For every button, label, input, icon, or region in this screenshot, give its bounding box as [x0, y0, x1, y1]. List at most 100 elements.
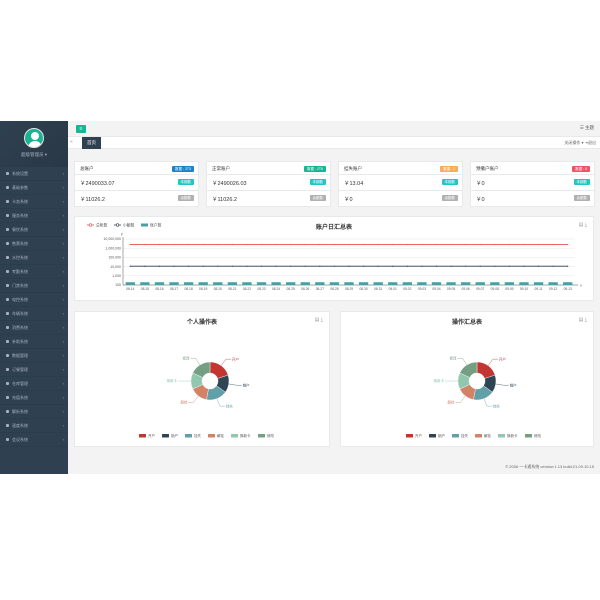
bar[interactable]	[344, 282, 354, 285]
data-point[interactable]	[494, 243, 496, 246]
data-point[interactable]	[246, 243, 248, 246]
data-point[interactable]	[465, 265, 467, 267]
data-point[interactable]	[508, 243, 510, 246]
legend-item[interactable]: 解挂	[475, 433, 492, 438]
data-point[interactable]	[406, 243, 408, 246]
data-point[interactable]	[304, 243, 306, 246]
menu-toggle-button[interactable]: ≡	[76, 125, 86, 133]
data-point[interactable]	[290, 243, 292, 246]
bar[interactable]	[402, 282, 412, 285]
data-point[interactable]	[333, 243, 336, 246]
data-point[interactable]	[567, 265, 569, 267]
legend-item[interactable]: 开户	[406, 433, 422, 438]
data-view-icon[interactable]: ▤	[578, 317, 584, 323]
sidebar-item[interactable]: 卡务系统 ‹	[0, 195, 68, 209]
legend-item[interactable]: 换新卡	[231, 433, 251, 438]
data-point[interactable]	[348, 265, 350, 267]
data-point[interactable]	[450, 243, 452, 246]
sidebar-item[interactable]: 车辆系统 ‹	[0, 307, 68, 321]
download-icon[interactable]: ⤓	[584, 317, 587, 323]
bar[interactable]	[504, 282, 515, 285]
tab-actions[interactable]: 关闭操作 ▾ ⇥退出	[564, 140, 596, 145]
sidebar-item[interactable]: 解析系统 ‹	[0, 405, 68, 419]
data-point[interactable]	[275, 265, 277, 267]
bar[interactable]	[431, 282, 442, 285]
pie-slice[interactable]	[192, 361, 211, 378]
bar[interactable]	[154, 282, 165, 285]
data-point[interactable]	[129, 243, 131, 246]
tab-home[interactable]: 首页	[82, 137, 101, 149]
bar[interactable]	[271, 282, 281, 285]
bar[interactable]	[460, 282, 471, 285]
data-point[interactable]	[552, 265, 554, 267]
legend-item[interactable]: 总帐数	[87, 223, 108, 228]
data-point[interactable]	[552, 243, 554, 246]
data-view-icon[interactable]: ▤	[314, 317, 320, 323]
bar[interactable]	[490, 282, 500, 285]
data-point[interactable]	[144, 243, 146, 246]
bar[interactable]	[373, 282, 383, 285]
data-point[interactable]	[319, 265, 321, 267]
legend-item[interactable]: 解挂	[208, 433, 224, 438]
data-point[interactable]	[508, 265, 510, 267]
bar[interactable]	[183, 282, 194, 285]
legend-item[interactable]: 挂失	[452, 433, 469, 438]
sidebar-item[interactable]: 水控系统 ‹	[0, 251, 68, 265]
legend-item[interactable]: 挂失	[185, 433, 201, 438]
bar[interactable]	[125, 282, 135, 285]
data-point[interactable]	[202, 243, 204, 246]
bar[interactable]	[227, 282, 238, 285]
data-point[interactable]	[567, 243, 569, 246]
data-point[interactable]	[421, 243, 423, 246]
bar[interactable]	[169, 282, 179, 285]
data-point[interactable]	[231, 265, 233, 267]
data-point[interactable]	[246, 265, 248, 267]
sidebar-item[interactable]: 电控系统 ‹	[0, 293, 68, 307]
sidebar-item[interactable]: 餐饮系统 ‹	[0, 223, 68, 237]
data-point[interactable]	[333, 265, 336, 267]
data-point[interactable]	[158, 243, 161, 246]
data-point[interactable]	[494, 265, 496, 267]
data-point[interactable]	[290, 265, 292, 267]
legend-item[interactable]: 账户数	[141, 223, 162, 228]
data-point[interactable]	[450, 265, 452, 267]
bar[interactable]	[475, 282, 485, 285]
bar[interactable]	[533, 282, 544, 285]
sidebar-item[interactable]: 充值系统 ‹	[0, 391, 68, 405]
data-point[interactable]	[129, 265, 131, 267]
data-point[interactable]	[260, 265, 263, 267]
sidebar-item[interactable]: 数据管理 ‹	[0, 349, 68, 363]
user-name[interactable]: 超级管理员 ▾	[20, 152, 47, 157]
sidebar-item[interactable]: 速度系统 ‹	[0, 419, 68, 433]
bar[interactable]	[388, 282, 398, 285]
bar[interactable]	[242, 282, 252, 285]
sidebar-item[interactable]: 仓库管理 ‹	[0, 377, 68, 391]
data-point[interactable]	[144, 265, 146, 267]
tab-scroll-left-icon[interactable]: «	[70, 139, 73, 145]
pie-slice[interactable]	[459, 361, 478, 378]
data-point[interactable]	[362, 243, 365, 246]
data-point[interactable]	[377, 243, 379, 246]
bar[interactable]	[548, 282, 558, 285]
data-point[interactable]	[392, 243, 394, 246]
bar[interactable]	[358, 282, 369, 285]
data-point[interactable]	[202, 265, 204, 267]
data-point[interactable]	[260, 243, 263, 246]
data-point[interactable]	[231, 243, 233, 246]
bar[interactable]	[198, 282, 208, 285]
legend-item[interactable]: 换新卡	[498, 433, 518, 438]
data-point[interactable]	[465, 243, 467, 246]
data-point[interactable]	[537, 265, 540, 267]
bar[interactable]	[300, 282, 310, 285]
data-point[interactable]	[523, 265, 525, 267]
bar[interactable]	[140, 282, 150, 285]
sidebar-item[interactable]: 考勤系统 ‹	[0, 265, 68, 279]
sidebar-item[interactable]: 基础参数 ‹	[0, 181, 68, 195]
data-point[interactable]	[275, 243, 277, 246]
sidebar-item[interactable]: 会议系统 ‹	[0, 433, 68, 447]
sidebar-item[interactable]: 门禁系统 ‹	[0, 279, 68, 293]
theme-button[interactable]: ☰ 主题	[579, 125, 594, 130]
sidebar-item[interactable]: 订餐管理 ‹	[0, 363, 68, 377]
sidebar-item[interactable]: 服务系统 ‹	[0, 209, 68, 223]
data-point[interactable]	[392, 265, 394, 267]
